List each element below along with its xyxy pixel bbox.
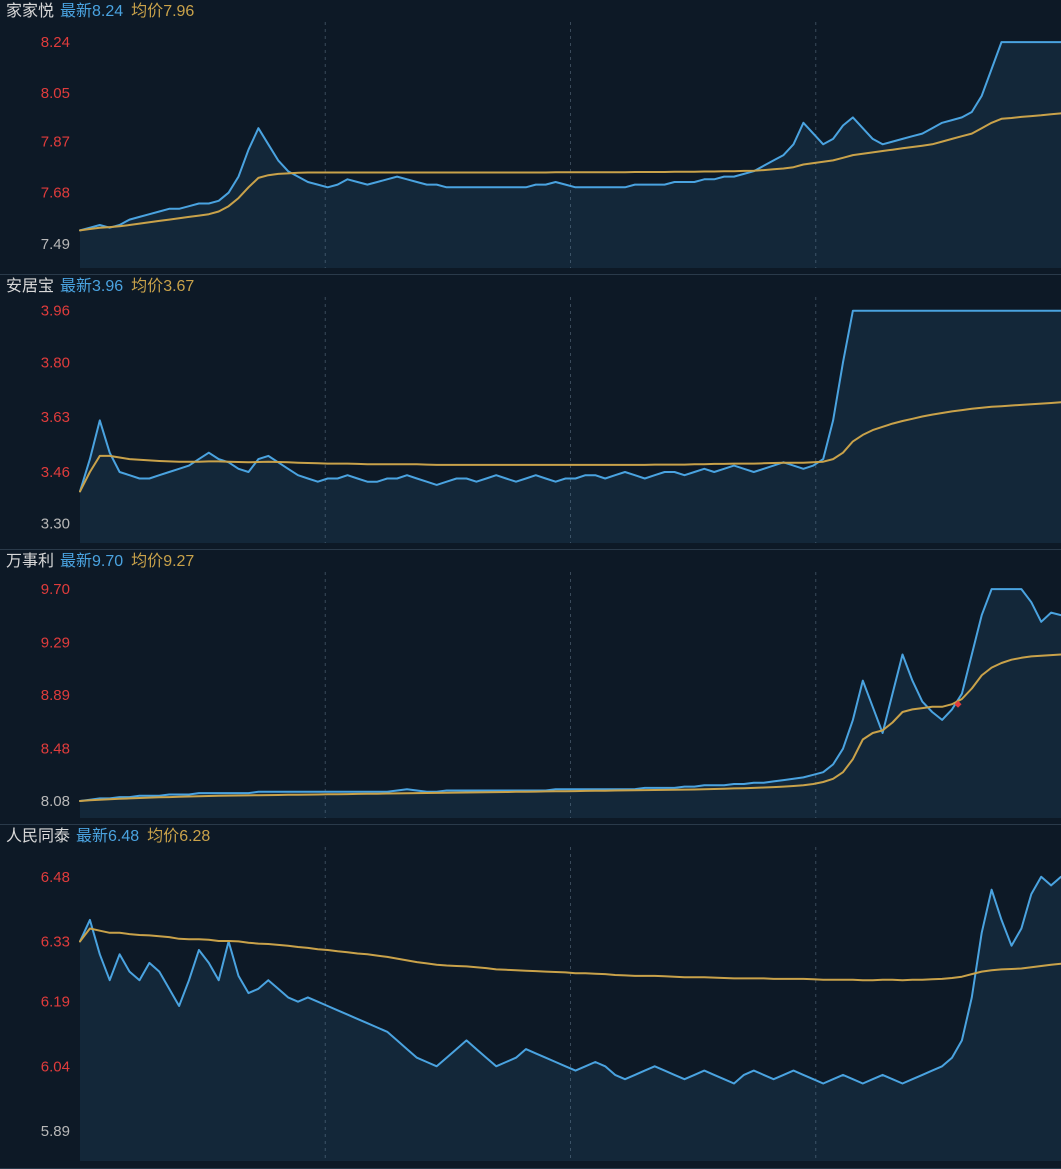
latest-label: 最新 xyxy=(76,828,108,845)
avg-label: 均价 xyxy=(147,828,179,845)
price-chart[interactable]: 9.70 9.29 8.89 8.48 8.08 xyxy=(0,550,1061,825)
price-chart[interactable]: 6.48 6.33 6.19 6.04 5.89 xyxy=(0,825,1061,1169)
svg-text:8.89: 8.89 xyxy=(41,687,70,704)
latest-label: 最新 xyxy=(60,3,92,20)
price-chart[interactable]: 8.24 8.05 7.87 7.68 7.49 xyxy=(0,0,1061,275)
svg-text:5.89: 5.89 xyxy=(41,1123,70,1140)
svg-text:3.63: 3.63 xyxy=(41,409,70,426)
y-tick: 6.04 xyxy=(41,1058,70,1075)
svg-text:9.70: 9.70 xyxy=(41,581,70,598)
panel-header: 安居宝最新3.96 均价3.67 xyxy=(6,277,194,297)
svg-text:6.04: 6.04 xyxy=(41,1058,70,1075)
latest-value: 8.24 xyxy=(92,3,123,20)
svg-text:8.05: 8.05 xyxy=(41,85,70,102)
stock-name[interactable]: 安居宝 xyxy=(6,278,54,295)
latest-label: 最新 xyxy=(60,553,92,570)
y-tick: 7.87 xyxy=(41,134,70,151)
panel-header: 人民同泰最新6.48 均价6.28 xyxy=(6,827,210,847)
latest-value: 3.96 xyxy=(92,278,123,295)
stock-panel-0: 家家悦最新8.24均价7.968.248.057.877.687.49 xyxy=(0,0,1061,275)
y-tick: 6.19 xyxy=(41,994,70,1011)
y-tick: 8.24 xyxy=(41,34,70,51)
latest-value: 6.48 xyxy=(108,828,139,845)
stock-name[interactable]: 家家悦 xyxy=(6,3,54,20)
avg-label: 均价 xyxy=(131,3,163,20)
svg-text:8.48: 8.48 xyxy=(41,741,70,758)
svg-text:6.19: 6.19 xyxy=(41,994,70,1011)
panel-header: 家家悦最新8.24 均价7.96 xyxy=(6,2,194,22)
svg-text:8.24: 8.24 xyxy=(41,34,70,51)
latest-value: 9.70 xyxy=(92,553,123,570)
svg-text:3.80: 3.80 xyxy=(41,354,70,371)
y-tick: 3.63 xyxy=(41,409,70,426)
svg-text:3.46: 3.46 xyxy=(41,464,70,481)
avg-value: 3.67 xyxy=(163,278,194,295)
avg-label: 均价 xyxy=(131,278,163,295)
svg-text:3.96: 3.96 xyxy=(41,303,70,320)
y-tick: 7.49 xyxy=(41,236,70,253)
avg-label: 均价 xyxy=(131,553,163,570)
y-tick: 9.70 xyxy=(41,581,70,598)
y-tick: 8.08 xyxy=(41,793,70,810)
stock-panel-1: 安居宝最新3.96均价3.673.963.803.633.463.30 xyxy=(0,275,1061,550)
svg-text:9.29: 9.29 xyxy=(41,635,70,652)
svg-text:3.30: 3.30 xyxy=(41,516,70,533)
stock-name[interactable]: 人民同泰 xyxy=(6,828,70,845)
stock-name[interactable]: 万事利 xyxy=(6,553,54,570)
svg-text:6.33: 6.33 xyxy=(41,933,70,950)
y-tick: 8.48 xyxy=(41,741,70,758)
latest-label: 最新 xyxy=(60,278,92,295)
y-tick: 3.80 xyxy=(41,354,70,371)
y-tick: 3.46 xyxy=(41,464,70,481)
svg-text:7.49: 7.49 xyxy=(41,236,70,253)
price-area xyxy=(80,311,1061,543)
avg-value: 9.27 xyxy=(163,553,194,570)
y-tick: 9.29 xyxy=(41,635,70,652)
price-chart[interactable]: 3.96 3.80 3.63 3.46 3.30 xyxy=(0,275,1061,550)
y-tick: 7.68 xyxy=(41,185,70,202)
svg-text:6.48: 6.48 xyxy=(41,869,70,886)
stock-panel-3: 人民同泰最新6.48均价6.286.486.336.196.045.89 xyxy=(0,825,1061,1169)
y-tick: 3.30 xyxy=(41,516,70,533)
y-tick: 6.48 xyxy=(41,869,70,886)
panel-header: 万事利最新9.70 均价9.27 xyxy=(6,552,194,572)
svg-text:7.68: 7.68 xyxy=(41,185,70,202)
svg-text:7.87: 7.87 xyxy=(41,134,70,151)
y-tick: 8.89 xyxy=(41,687,70,704)
stock-panel-2: 万事利最新9.70均价9.279.709.298.898.488.08 xyxy=(0,550,1061,825)
y-tick: 5.89 xyxy=(41,1123,70,1140)
svg-text:8.08: 8.08 xyxy=(41,793,70,810)
y-tick: 8.05 xyxy=(41,85,70,102)
y-tick: 6.33 xyxy=(41,933,70,950)
y-tick: 3.96 xyxy=(41,303,70,320)
avg-value: 7.96 xyxy=(163,3,194,20)
avg-value: 6.28 xyxy=(179,828,210,845)
